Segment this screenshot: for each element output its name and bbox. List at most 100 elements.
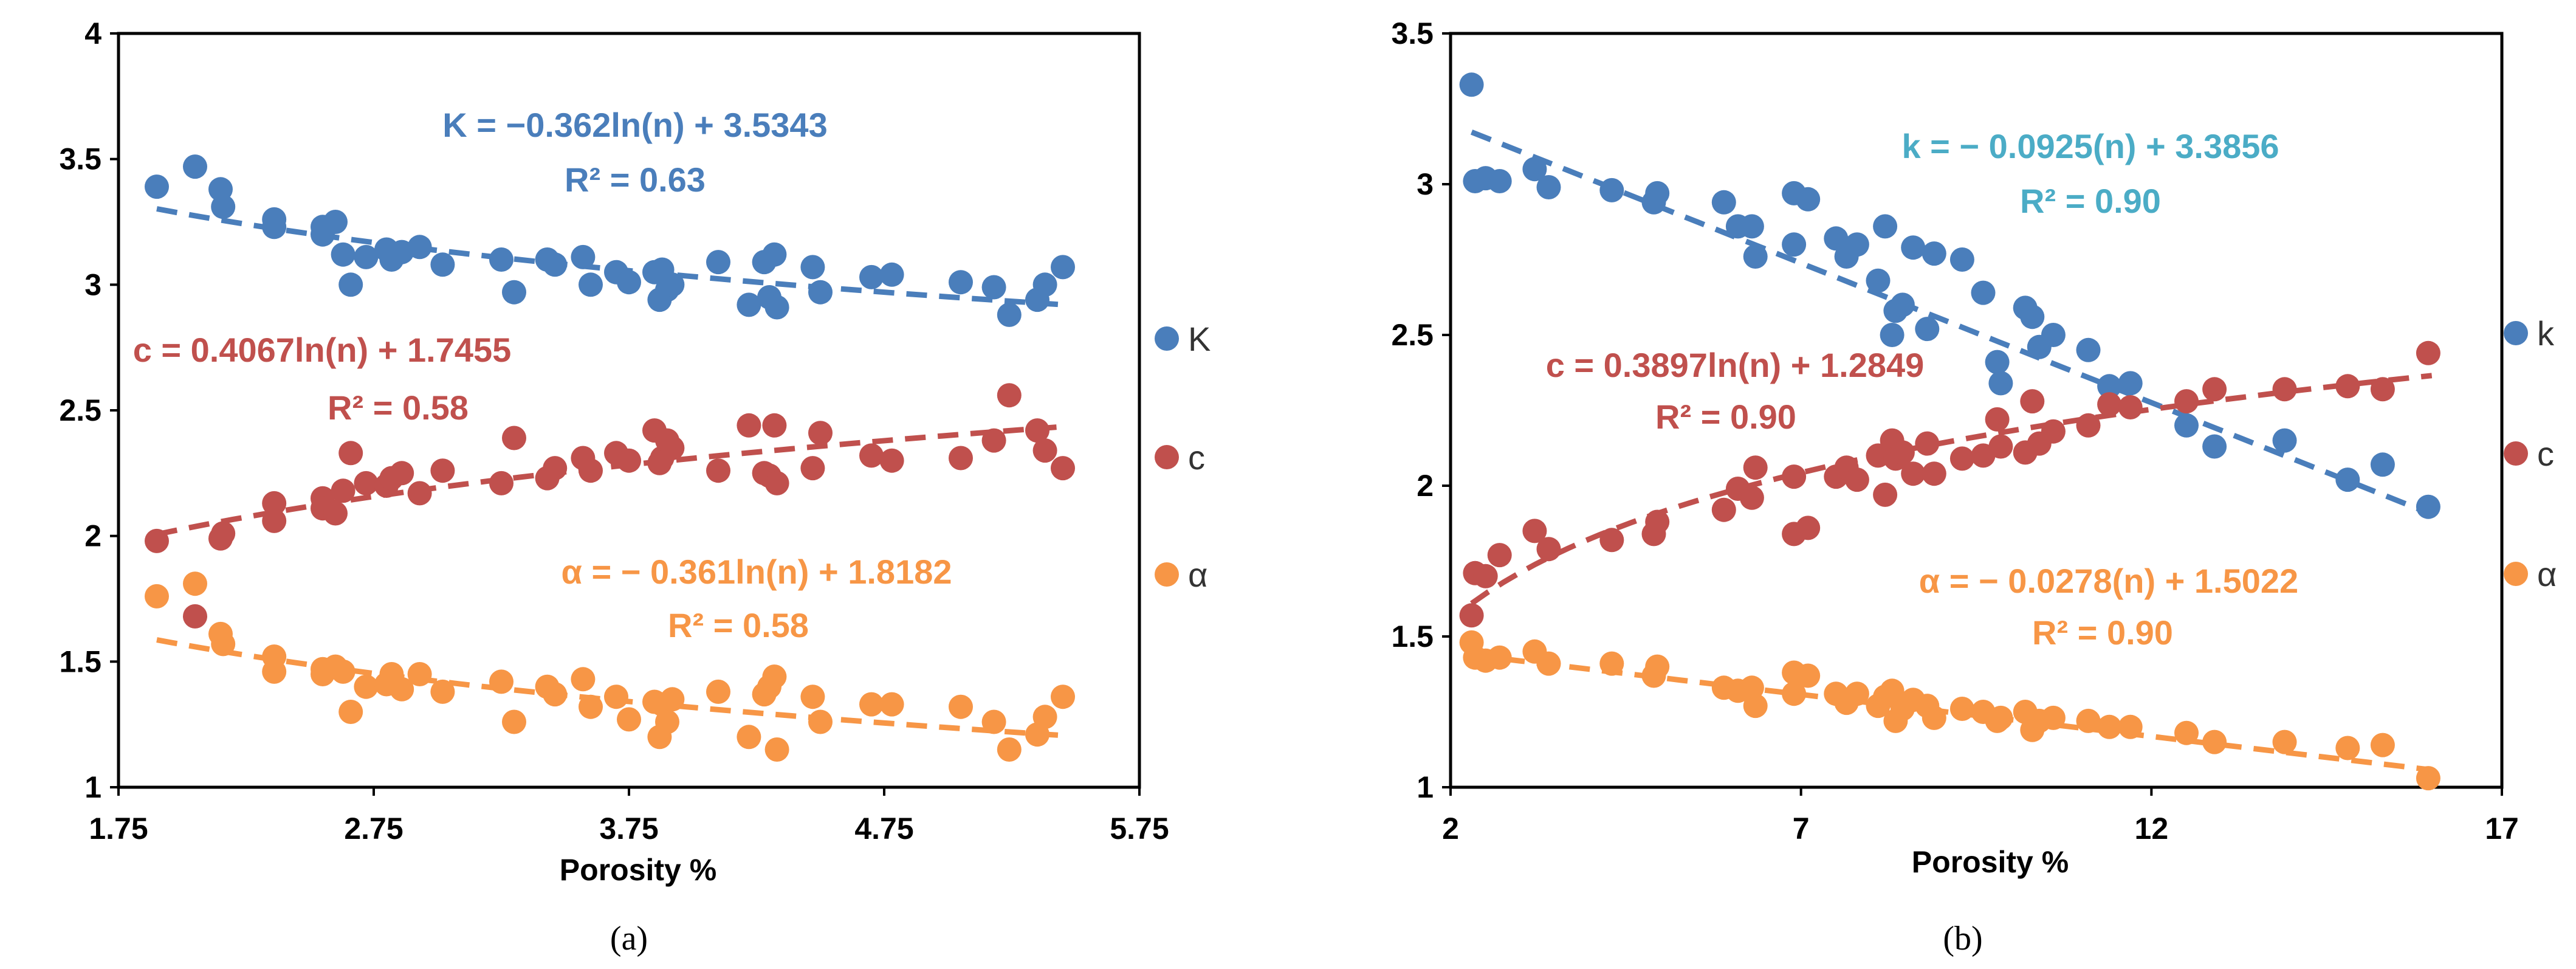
data-point-k-b bbox=[2174, 413, 2199, 438]
data-point-c-a bbox=[1051, 456, 1075, 481]
data-point-c-b bbox=[1459, 603, 1484, 628]
legend-label-alpha-b: α bbox=[2537, 555, 2557, 593]
data-point-k-a bbox=[211, 195, 236, 219]
data-point-c-b bbox=[2097, 392, 2122, 417]
data-point-k-b bbox=[2041, 323, 2066, 347]
data-point-k-a bbox=[660, 272, 685, 297]
data-point-c-a bbox=[737, 413, 761, 438]
data-point-c-a bbox=[800, 456, 825, 481]
data-point-k-b bbox=[1915, 317, 1940, 342]
data-point-alpha-a bbox=[407, 662, 432, 686]
data-point-k-a bbox=[489, 247, 513, 272]
data-point-c-b bbox=[2076, 413, 2101, 438]
data-point-k-b bbox=[1641, 190, 1666, 215]
data-point-alpha-a bbox=[430, 679, 455, 704]
equation-c-a: c = 0.4067ln(n) + 1.7455 bbox=[133, 331, 512, 369]
data-point-c-b bbox=[2335, 374, 2360, 399]
data-point-alpha-a bbox=[660, 687, 685, 712]
data-point-c-a bbox=[859, 443, 884, 468]
y-tick-label-a: 1 bbox=[84, 770, 101, 804]
data-point-k-b bbox=[1711, 190, 1736, 215]
data-point-c-b bbox=[1890, 440, 1915, 465]
y-tick-label-a: 1.5 bbox=[59, 644, 101, 678]
data-point-c-a bbox=[262, 491, 287, 516]
data-point-c-b bbox=[2020, 389, 2045, 414]
y-tick-label-b: 2 bbox=[1417, 469, 1434, 503]
legend-label-c-a: c bbox=[1188, 438, 1205, 477]
data-point-k-a bbox=[183, 154, 207, 179]
data-point-c-b bbox=[1473, 564, 1498, 588]
data-point-k-a bbox=[571, 244, 596, 269]
data-point-alpha-a bbox=[211, 632, 236, 657]
data-point-k-b bbox=[1743, 244, 1768, 269]
data-point-alpha-b bbox=[1599, 651, 1624, 676]
data-point-alpha-a bbox=[390, 677, 414, 702]
data-point-c-b bbox=[1739, 485, 1764, 510]
data-point-k-a bbox=[859, 264, 884, 289]
data-point-c-b bbox=[1522, 519, 1547, 543]
data-point-k-a bbox=[981, 275, 1006, 300]
data-point-c-a bbox=[706, 458, 730, 483]
r2-k-b: R² = 0.90 bbox=[2020, 182, 2161, 220]
data-point-c-a bbox=[981, 428, 1006, 453]
x-tick-label-a: 5.75 bbox=[1110, 812, 1169, 846]
data-point-c-b bbox=[1985, 407, 2010, 432]
data-point-k-b bbox=[1873, 214, 1898, 239]
data-point-c-a bbox=[997, 383, 1022, 408]
data-point-alpha-b bbox=[1922, 705, 1946, 730]
data-point-k-b bbox=[1522, 157, 1547, 182]
data-point-alpha-b bbox=[1949, 697, 1974, 721]
data-point-c-a bbox=[579, 458, 603, 483]
data-point-k-b bbox=[1536, 175, 1561, 199]
data-point-c-b bbox=[2272, 377, 2297, 402]
data-point-alpha-b bbox=[2335, 736, 2360, 760]
chart-panel-a: 1 1.5 2 2.5 3 3.5 4 1.75 2.75 3.75 4.75 5.75 Poros… bbox=[59, 16, 1211, 957]
data-point-alpha-a bbox=[617, 707, 641, 732]
data-point-c-a bbox=[430, 458, 455, 483]
data-point-c-b bbox=[1915, 431, 1940, 456]
data-point-alpha-b bbox=[2076, 708, 2101, 733]
x-tick-label-a: 2.75 bbox=[344, 812, 403, 846]
data-point-k-b bbox=[2097, 374, 2122, 399]
trendline-k-b bbox=[1470, 129, 2433, 517]
data-point-alpha-b bbox=[1641, 663, 1666, 688]
y-tick-label-a: 3.5 bbox=[59, 142, 101, 176]
data-point-k-b bbox=[2416, 494, 2440, 519]
y-tick-label-b: 3.5 bbox=[1391, 16, 1434, 50]
legend-marker-k-a bbox=[1155, 326, 1179, 351]
data-point-alpha-a bbox=[183, 571, 207, 596]
data-point-c-b bbox=[1901, 461, 1926, 486]
data-point-k-b bbox=[1599, 178, 1624, 202]
legend-label-k-b: k bbox=[2537, 314, 2555, 353]
trendline-alpha-b bbox=[1471, 652, 2433, 773]
data-point-c-a bbox=[390, 461, 414, 486]
data-point-c-b bbox=[1711, 497, 1736, 522]
data-point-c-a bbox=[262, 508, 287, 533]
y-tick-label-a: 4 bbox=[84, 16, 101, 50]
data-point-alpha-a bbox=[949, 694, 973, 719]
legend-b: k c α bbox=[2504, 314, 2557, 593]
data-point-k-b bbox=[1988, 371, 2013, 396]
data-point-c-a bbox=[949, 446, 973, 471]
data-point-alpha-b bbox=[2041, 705, 2066, 730]
data-point-k-a bbox=[407, 235, 432, 260]
data-point-k-b bbox=[1866, 268, 1891, 293]
data-point-alpha-a bbox=[1051, 685, 1075, 709]
data-point-c-a bbox=[762, 413, 787, 438]
data-point-alpha-b bbox=[2370, 733, 2395, 757]
data-point-c-b bbox=[1844, 467, 1869, 492]
equation-alpha-b: α = − 0.0278(n) + 1.5022 bbox=[1919, 562, 2298, 600]
data-point-k-a bbox=[997, 302, 1022, 327]
data-point-k-b bbox=[1880, 323, 1905, 347]
caption-b: (b) bbox=[1943, 920, 1982, 957]
data-point-c-b bbox=[1487, 543, 1512, 568]
data-point-c-a bbox=[489, 471, 513, 495]
x-axis-label-b: Porosity % bbox=[1912, 845, 2069, 879]
data-point-k-a bbox=[762, 242, 787, 267]
data-point-k-b bbox=[1949, 247, 1974, 272]
equation-k-b: k = − 0.0925(n) + 3.3856 bbox=[1901, 127, 2279, 165]
chart-panel-b: 1 1.5 2 2.5 3 3.5 2 7 12 17 Porosity % (b) k = −… bbox=[1391, 16, 2557, 957]
data-point-alpha-a bbox=[489, 669, 513, 694]
data-point-alpha-b bbox=[2202, 729, 2227, 754]
data-point-c-a bbox=[1032, 438, 1057, 463]
